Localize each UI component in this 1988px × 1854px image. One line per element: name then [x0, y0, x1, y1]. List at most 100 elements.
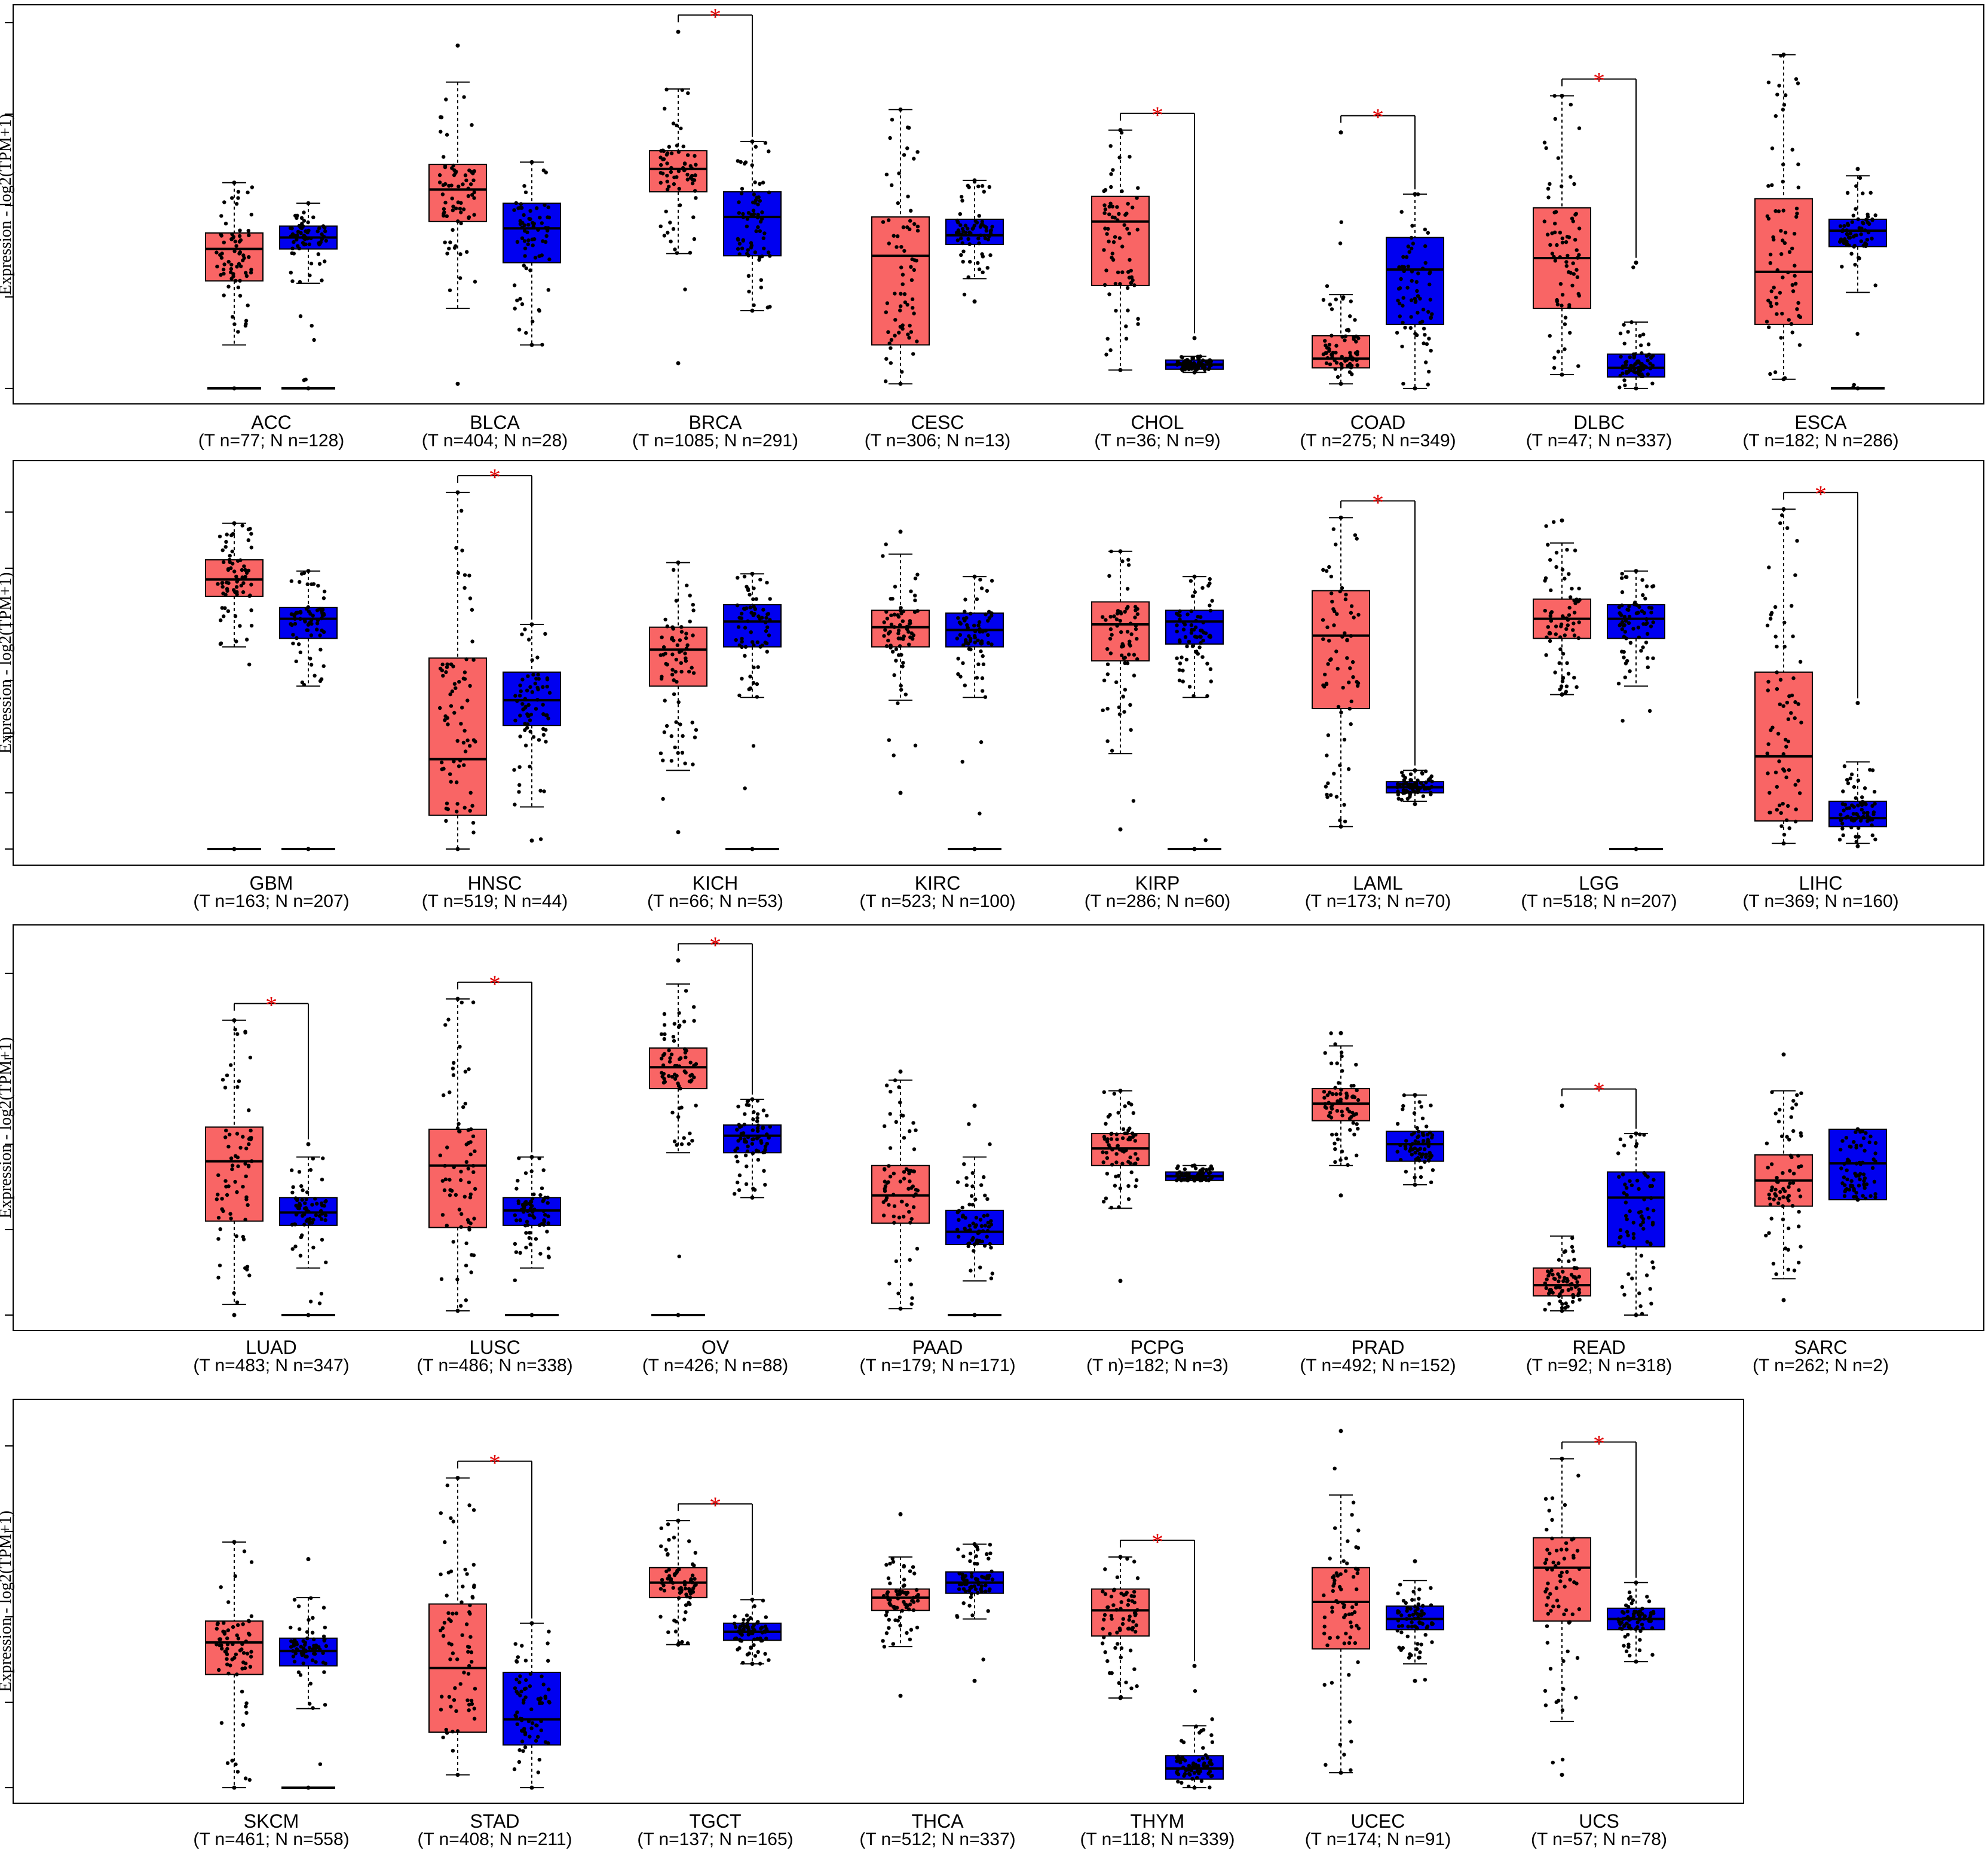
sample-point [465, 738, 470, 743]
sample-point [1631, 1221, 1635, 1225]
sample-point [315, 618, 320, 623]
sample-point [1127, 1626, 1131, 1631]
sample-point [446, 807, 450, 811]
sample-point [289, 579, 293, 583]
sample-point [218, 1227, 222, 1231]
sample-point [471, 1253, 476, 1258]
sample-point [901, 225, 906, 229]
sample-point [246, 538, 250, 543]
sample-point [1563, 322, 1567, 326]
sample-point [756, 1620, 760, 1624]
sample-point [292, 240, 296, 244]
sample-point [249, 1129, 253, 1133]
sample-point [986, 1221, 990, 1225]
sample-point [1548, 1290, 1552, 1295]
sample-point [1846, 781, 1851, 786]
normal-max-point [750, 1597, 755, 1602]
sample-point [755, 640, 760, 645]
sample-point [1416, 271, 1420, 275]
sample-point [972, 1249, 976, 1253]
sample-point [461, 1105, 465, 1110]
sample-point [547, 1699, 551, 1704]
sample-point [1561, 616, 1566, 620]
sample-point [319, 1217, 324, 1221]
normal-min-point [1634, 847, 1638, 851]
sample-size-label: (T n=286; N n=60) [1085, 891, 1231, 911]
sample-point [1554, 1549, 1559, 1553]
sample-point [1352, 1095, 1357, 1099]
sample-point [236, 330, 240, 334]
sample-point [979, 233, 983, 238]
sample-point [1652, 1208, 1656, 1213]
sample-point [1768, 1202, 1772, 1207]
tumor-min-point [232, 386, 237, 391]
sample-point [669, 1052, 674, 1056]
sample-point [525, 1219, 529, 1224]
category-label: THYM [1131, 1810, 1185, 1832]
sample-point [1420, 1609, 1424, 1613]
sample-point [748, 686, 753, 691]
sample-point [215, 250, 219, 255]
sample-point [1136, 317, 1140, 321]
sample-point [1624, 619, 1628, 623]
sample-point [1133, 1139, 1138, 1143]
sample-point [526, 242, 530, 246]
sample-point [1558, 647, 1563, 651]
sample-point [1199, 635, 1203, 639]
sample-point [1210, 1717, 1214, 1721]
sample-point [969, 1592, 974, 1596]
sample-point [673, 745, 677, 750]
sample-point [1769, 304, 1773, 308]
sample-point [963, 609, 967, 614]
sample-point [887, 218, 891, 222]
sample-point [1118, 1628, 1122, 1632]
sample-point [305, 1636, 310, 1641]
sample-point [1326, 662, 1330, 666]
sample-point [1123, 655, 1128, 660]
sample-point [531, 243, 535, 247]
sample-point [237, 1079, 241, 1083]
sample-point [439, 1708, 443, 1712]
sample-point [767, 190, 771, 195]
normal-max-point [306, 1142, 311, 1147]
sample-point [1625, 1217, 1629, 1221]
sample-point [1122, 710, 1126, 714]
sample-point [243, 568, 247, 572]
sample-point [249, 624, 254, 628]
sample-point [1330, 353, 1334, 357]
sample-point [1790, 283, 1794, 287]
sample-point [301, 1188, 305, 1193]
sample-point [663, 1032, 667, 1037]
sample-point [219, 1721, 224, 1725]
sample-point [1332, 1582, 1337, 1586]
tumor-min-point [898, 1693, 903, 1698]
sample-point [248, 1665, 253, 1669]
sample-point [1124, 336, 1129, 341]
sample-point [908, 1129, 912, 1133]
sample-point [1199, 1779, 1204, 1783]
sample-point [1866, 229, 1870, 234]
sample-point [462, 573, 467, 577]
sample-point [1113, 216, 1117, 220]
sample-point [1873, 1141, 1878, 1145]
sample-point [452, 1061, 456, 1065]
sample-point [754, 229, 758, 234]
sample-point [1418, 1147, 1423, 1151]
sample-point [734, 1625, 738, 1629]
sample-point [1426, 1140, 1430, 1144]
sample-point [1401, 296, 1405, 300]
sample-point [1119, 1646, 1124, 1650]
sample-point [235, 1300, 240, 1304]
sample-point [455, 1126, 460, 1130]
sample-point [1175, 1770, 1179, 1775]
sample-point [1334, 344, 1338, 348]
tumor-points [1101, 549, 1140, 803]
sample-point [972, 623, 976, 628]
sample-point [1766, 80, 1771, 85]
sample-point [465, 1698, 470, 1702]
sample-point [1618, 1228, 1623, 1232]
sample-point [468, 790, 473, 795]
group-read: *READ(T n=92; N n=318) [1526, 1077, 1673, 1375]
sample-point [439, 1572, 443, 1577]
sample-point [1338, 589, 1342, 593]
